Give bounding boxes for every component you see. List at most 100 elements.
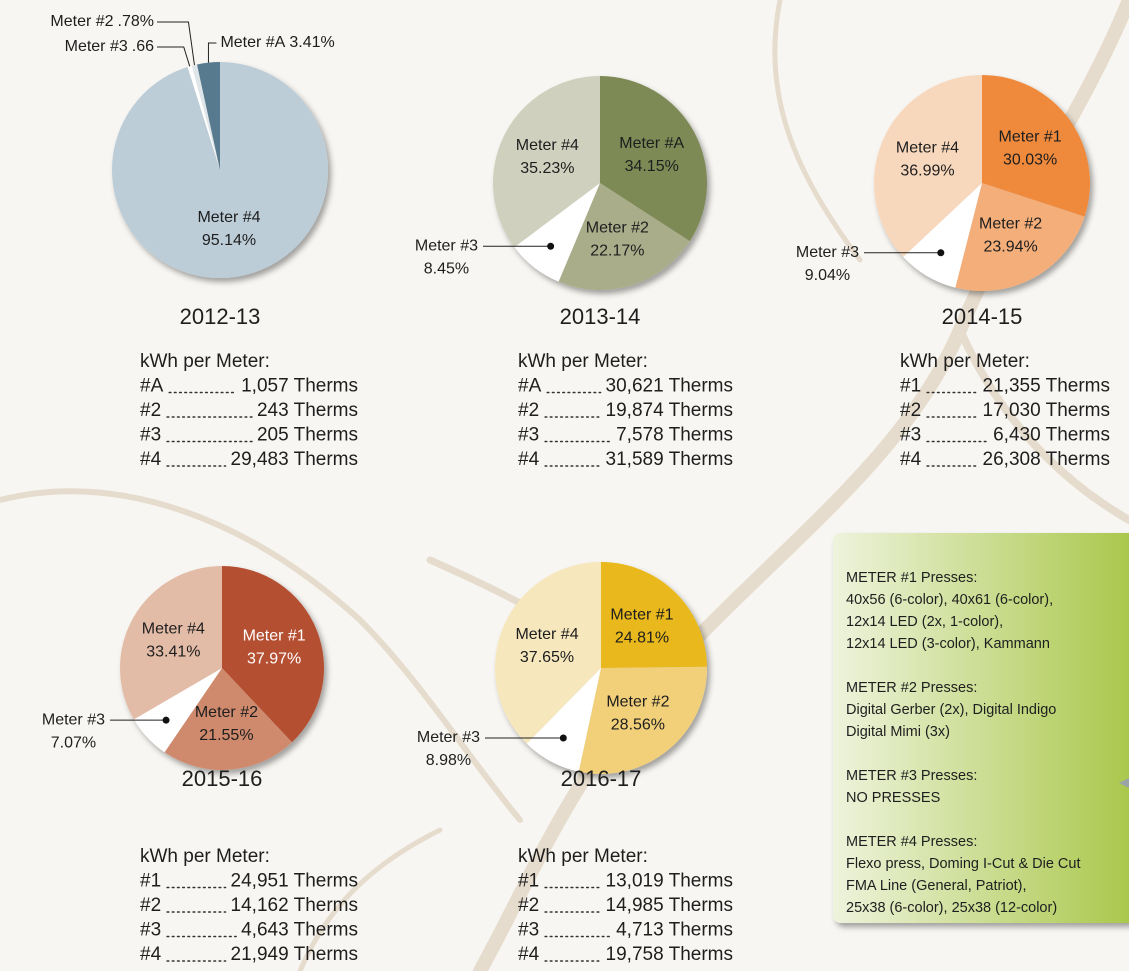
pie-slice: [558, 183, 690, 291]
list-amount: 24,951 Therms: [231, 871, 358, 892]
press-heading: METER #4 Presses:: [846, 834, 977, 850]
pie-slice: [494, 562, 601, 744]
list-amount: 17,030 Therms: [983, 400, 1110, 421]
pie-slice: [874, 75, 982, 257]
chart-title: 2014-15: [942, 304, 1023, 329]
list-meter: #4: [518, 449, 540, 470]
pie-slice: [578, 666, 707, 774]
slice-value-label: 33.41%: [146, 643, 200, 660]
list-meter: #1: [900, 376, 921, 397]
slice-value-label: 28.56%: [611, 716, 665, 733]
presses-box: [833, 533, 1129, 923]
slice-value-label: .78%: [118, 13, 154, 30]
list-meter: #3: [140, 920, 161, 941]
slice-value-label: 36.99%: [900, 163, 954, 180]
list-meter: #4: [140, 449, 162, 470]
slice-label: Meter #A: [220, 34, 285, 51]
leader-line: [207, 42, 217, 63]
press-line: NO PRESSES: [846, 790, 940, 806]
list-title: kWh per Meter:: [140, 351, 270, 372]
slice-value-label: 22.17%: [590, 242, 644, 259]
slice-label: Meter #4: [142, 620, 205, 637]
slice-label: Meter #3: [42, 711, 105, 728]
pie-slice: [191, 64, 220, 170]
leader-dot: [937, 249, 945, 257]
pie-slice: [600, 76, 707, 242]
list-amount: 14,162 Therms: [231, 895, 358, 916]
list-meter: #4: [518, 944, 540, 965]
chart-title: 2016-17: [561, 766, 642, 791]
list-amount: 7,578 Therms: [616, 425, 733, 446]
slice-value-label: .66: [132, 38, 154, 55]
slice-value-label: 30.03%: [1003, 151, 1057, 168]
slice-label: Meter #4: [896, 140, 959, 157]
list-amount: 30,621 Therms: [606, 376, 733, 397]
pie-slice: [492, 76, 600, 248]
leader-dot: [547, 242, 555, 250]
list-meter: #2: [518, 895, 539, 916]
pie: [494, 562, 707, 774]
slice-label: Meter #A: [619, 135, 684, 152]
pie-slice: [187, 65, 220, 170]
press-heading: METER #1 Presses:: [846, 570, 977, 586]
slice-value-label: 9.04%: [805, 267, 850, 284]
list-meter: #3: [518, 425, 539, 446]
leader-line: [157, 46, 191, 67]
slice-label: Meter #1: [243, 628, 306, 645]
chart-title: 2013-14: [560, 304, 641, 329]
list-amount: 29,483 Therms: [231, 449, 358, 470]
list-meter: #1: [518, 871, 539, 892]
slice-value-label: 35.23%: [520, 160, 574, 177]
slice-value-label: 7.07%: [51, 734, 96, 751]
list-amount: 26,308 Therms: [983, 449, 1110, 470]
pie-slice: [514, 183, 600, 282]
slice-label: Meter #2: [586, 219, 649, 236]
list-amount: 19,874 Therms: [606, 400, 733, 421]
pie-slice: [133, 668, 222, 753]
list-meter: #4: [900, 449, 922, 470]
list-amount: 19,758 Therms: [606, 944, 733, 965]
slice-label: Meter #1: [999, 128, 1062, 145]
list-title: kWh per Meter:: [140, 846, 270, 867]
list-meter: #A: [518, 376, 542, 397]
pie-slice: [903, 183, 982, 288]
slice-value-label: 23.94%: [983, 238, 1037, 255]
list-amount: 21,949 Therms: [231, 944, 358, 965]
list-amount: 6,430 Therms: [993, 425, 1110, 446]
slice-value-label: 95.14%: [202, 232, 256, 249]
press-line: 12x14 LED (2x, 1-color),: [846, 614, 1003, 630]
list-meter: #2: [900, 400, 921, 421]
slice-value-label: 37.65%: [520, 649, 574, 666]
list-meter: #4: [140, 944, 162, 965]
slice-label: Meter #3: [415, 237, 478, 254]
slice-value-label: 3.41%: [289, 34, 334, 51]
list-amount: 14,985 Therms: [606, 895, 733, 916]
slice-label: Meter #2: [979, 215, 1042, 232]
list-amount: 13,019 Therms: [606, 871, 733, 892]
list-meter: #2: [518, 400, 539, 421]
slice-label: Meter #2: [50, 13, 113, 30]
pie-slice: [120, 566, 222, 720]
list-meter: #3: [518, 920, 539, 941]
list-title: kWh per Meter:: [518, 846, 648, 867]
list-meter: #A: [140, 376, 164, 397]
list-meter: #3: [900, 425, 921, 446]
list-amount: 21,355 Therms: [983, 376, 1110, 397]
slice-label: Meter #4: [516, 137, 579, 154]
pie-slice: [222, 566, 325, 743]
pointer-arrow: [1119, 778, 1129, 788]
slice-label: Meter #3: [65, 38, 128, 55]
list-meter: #1: [140, 871, 161, 892]
list-amount: 243 Therms: [257, 400, 358, 421]
chart-title: 2015-16: [182, 766, 263, 791]
list-meter: #3: [140, 425, 161, 446]
pie-slice: [197, 62, 220, 170]
pie-slice: [111, 62, 328, 278]
slice-value-label: 24.81%: [615, 630, 669, 647]
slice-value-label: 34.15%: [625, 158, 679, 175]
leader-dot: [559, 734, 567, 742]
press-heading: METER #3 Presses:: [846, 768, 977, 784]
list-title: kWh per Meter:: [518, 351, 648, 372]
slice-label: Meter #4: [515, 626, 578, 643]
